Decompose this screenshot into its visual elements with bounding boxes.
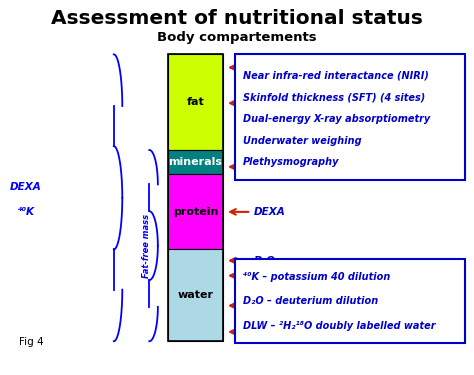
Text: water: water	[178, 290, 213, 300]
Bar	[168, 174, 223, 249]
Text: D₂O: D₂O	[254, 256, 275, 266]
Text: Plethysmography: Plethysmography	[243, 158, 339, 168]
Text: ⁴⁰K – potassium 40 dilution: ⁴⁰K – potassium 40 dilution	[243, 272, 390, 282]
Text: Body compartements: Body compartements	[157, 31, 317, 44]
Text: BIA: BIA	[254, 301, 273, 310]
Text: NIRI: NIRI	[254, 271, 278, 280]
Bar	[168, 54, 223, 150]
Text: Assessment of nutritional status: Assessment of nutritional status	[51, 9, 423, 28]
Text: NIRI: NIRI	[254, 63, 278, 72]
Bar	[168, 150, 223, 174]
Text: DLW – ²H₂¹⁸O doubly labelled water: DLW – ²H₂¹⁸O doubly labelled water	[243, 321, 435, 331]
Bar	[168, 54, 223, 341]
Text: SFT: SFT	[254, 98, 275, 108]
Text: Skinfold thickness (SFT) (4 sites): Skinfold thickness (SFT) (4 sites)	[243, 92, 425, 102]
Text: DEXA: DEXA	[254, 207, 285, 217]
FancyBboxPatch shape	[235, 259, 465, 343]
Text: Dual-energy X-ray absorptiometry: Dual-energy X-ray absorptiometry	[243, 114, 430, 124]
FancyBboxPatch shape	[235, 54, 465, 180]
Text: DLW: DLW	[254, 327, 280, 337]
Text: fat: fat	[187, 97, 204, 107]
Text: Underwater weighing: Underwater weighing	[243, 136, 361, 146]
Text: ⁴⁰K: ⁴⁰K	[18, 207, 35, 217]
Bar	[168, 249, 223, 341]
Text: D₂O – deuterium dilution: D₂O – deuterium dilution	[243, 296, 378, 306]
Text: Near infra-red interactance (NIRI): Near infra-red interactance (NIRI)	[243, 70, 428, 81]
Text: DEXA: DEXA	[254, 162, 285, 172]
Text: minerals: minerals	[169, 157, 222, 167]
Text: protein: protein	[173, 207, 218, 217]
Text: Fat-free mass: Fat-free mass	[143, 214, 151, 278]
Text: Fig 4: Fig 4	[19, 337, 44, 347]
Text: DEXA: DEXA	[10, 183, 42, 192]
